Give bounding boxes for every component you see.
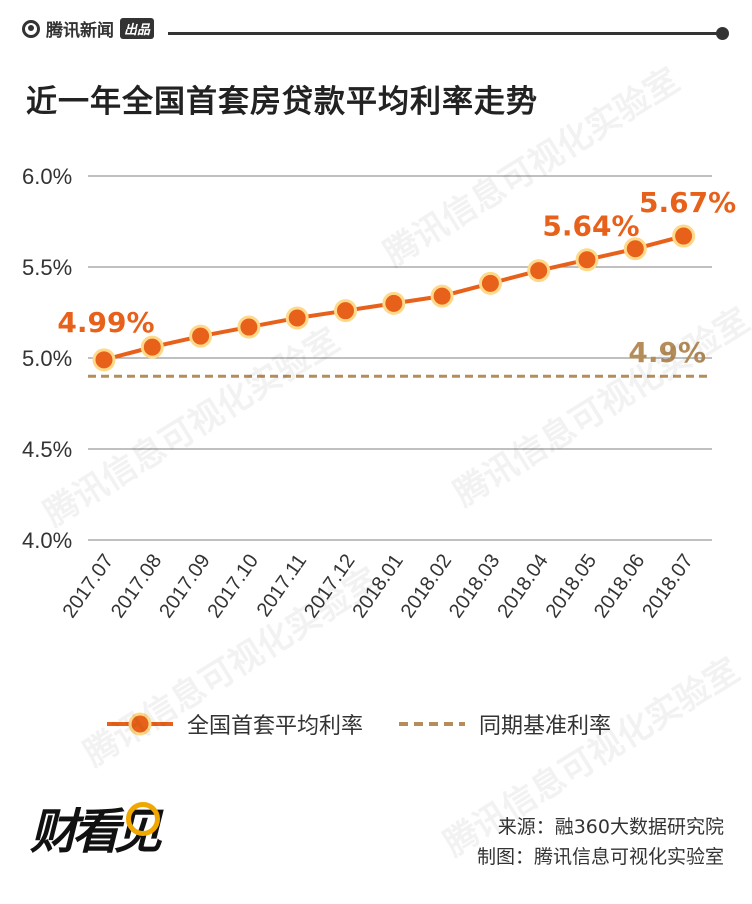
chart-annotations: 4.99% 5.64%5.67% 4.9% xyxy=(57,186,736,369)
data-point xyxy=(575,248,599,272)
chart-grid xyxy=(88,175,712,541)
data-point xyxy=(623,237,647,261)
y-tick-label: 6.0% xyxy=(22,164,72,189)
source-line: 来源：融360大数据研究院 xyxy=(497,816,724,838)
y-axis-ticks: 4.0% 4.5% 5.0% 5.5% 6.0% xyxy=(22,164,72,553)
y-tick-label: 4.0% xyxy=(22,528,72,553)
credit-line: 制图：腾讯信息可视化实验室 xyxy=(476,846,724,868)
legend-label-baseline: 同期基准利率 xyxy=(479,714,612,739)
data-label: 4.99% xyxy=(57,306,154,339)
header-divider xyxy=(168,32,721,35)
data-point xyxy=(92,348,116,372)
data-point xyxy=(527,259,551,283)
line-chart: 4.0% 4.5% 5.0% 5.5% 6.0% 2017.072017.082017.… xyxy=(22,164,736,622)
chart-legend: 全国首套平均利率 同期基准利率 xyxy=(105,708,645,740)
tencent-news-logo-icon xyxy=(22,19,40,38)
legend-item-main: 全国首套平均利率 xyxy=(105,708,363,740)
y-tick-label: 5.5% xyxy=(22,255,72,280)
data-point xyxy=(334,299,357,323)
data-point xyxy=(430,284,454,308)
legend-dashed-line-icon xyxy=(399,722,466,726)
data-point xyxy=(189,324,213,348)
chart-title: 近一年全国首套房贷款平均利率走势 xyxy=(26,84,538,120)
y-tick-label: 5.0% xyxy=(22,346,72,371)
legend-item-baseline: 同期基准利率 xyxy=(397,708,611,740)
legend-line-marker-icon xyxy=(107,712,173,736)
brand-badge: 出品 xyxy=(120,18,155,39)
x-axis-ticks: 2017.072017.082017.092017.102017.112017.… xyxy=(59,550,698,622)
main-series xyxy=(92,224,696,372)
data-label: 5.64% xyxy=(542,210,639,243)
data-point xyxy=(285,306,309,330)
data-point xyxy=(382,291,406,315)
legend-label-main: 全国首套平均利率 xyxy=(187,714,364,739)
data-label: 4.9% xyxy=(628,336,706,369)
x-tick-label: 2018.07 xyxy=(638,550,697,622)
data-point xyxy=(237,315,261,339)
data-point xyxy=(478,271,502,295)
brand-name: 腾讯新闻 xyxy=(46,21,114,41)
data-point xyxy=(672,224,696,248)
data-label: 5.67% xyxy=(639,186,736,219)
x-tick-label: 2017.10 xyxy=(204,550,263,622)
source-note: 来源：融360大数据研究院 制图：腾讯信息可视化实验室 xyxy=(477,812,724,872)
header-brand: 腾讯新闻 出品 xyxy=(22,16,155,41)
y-tick-label: 4.5% xyxy=(22,437,72,462)
logo-badge-icon xyxy=(126,802,160,836)
header-dot xyxy=(716,27,729,40)
data-point xyxy=(140,335,164,359)
